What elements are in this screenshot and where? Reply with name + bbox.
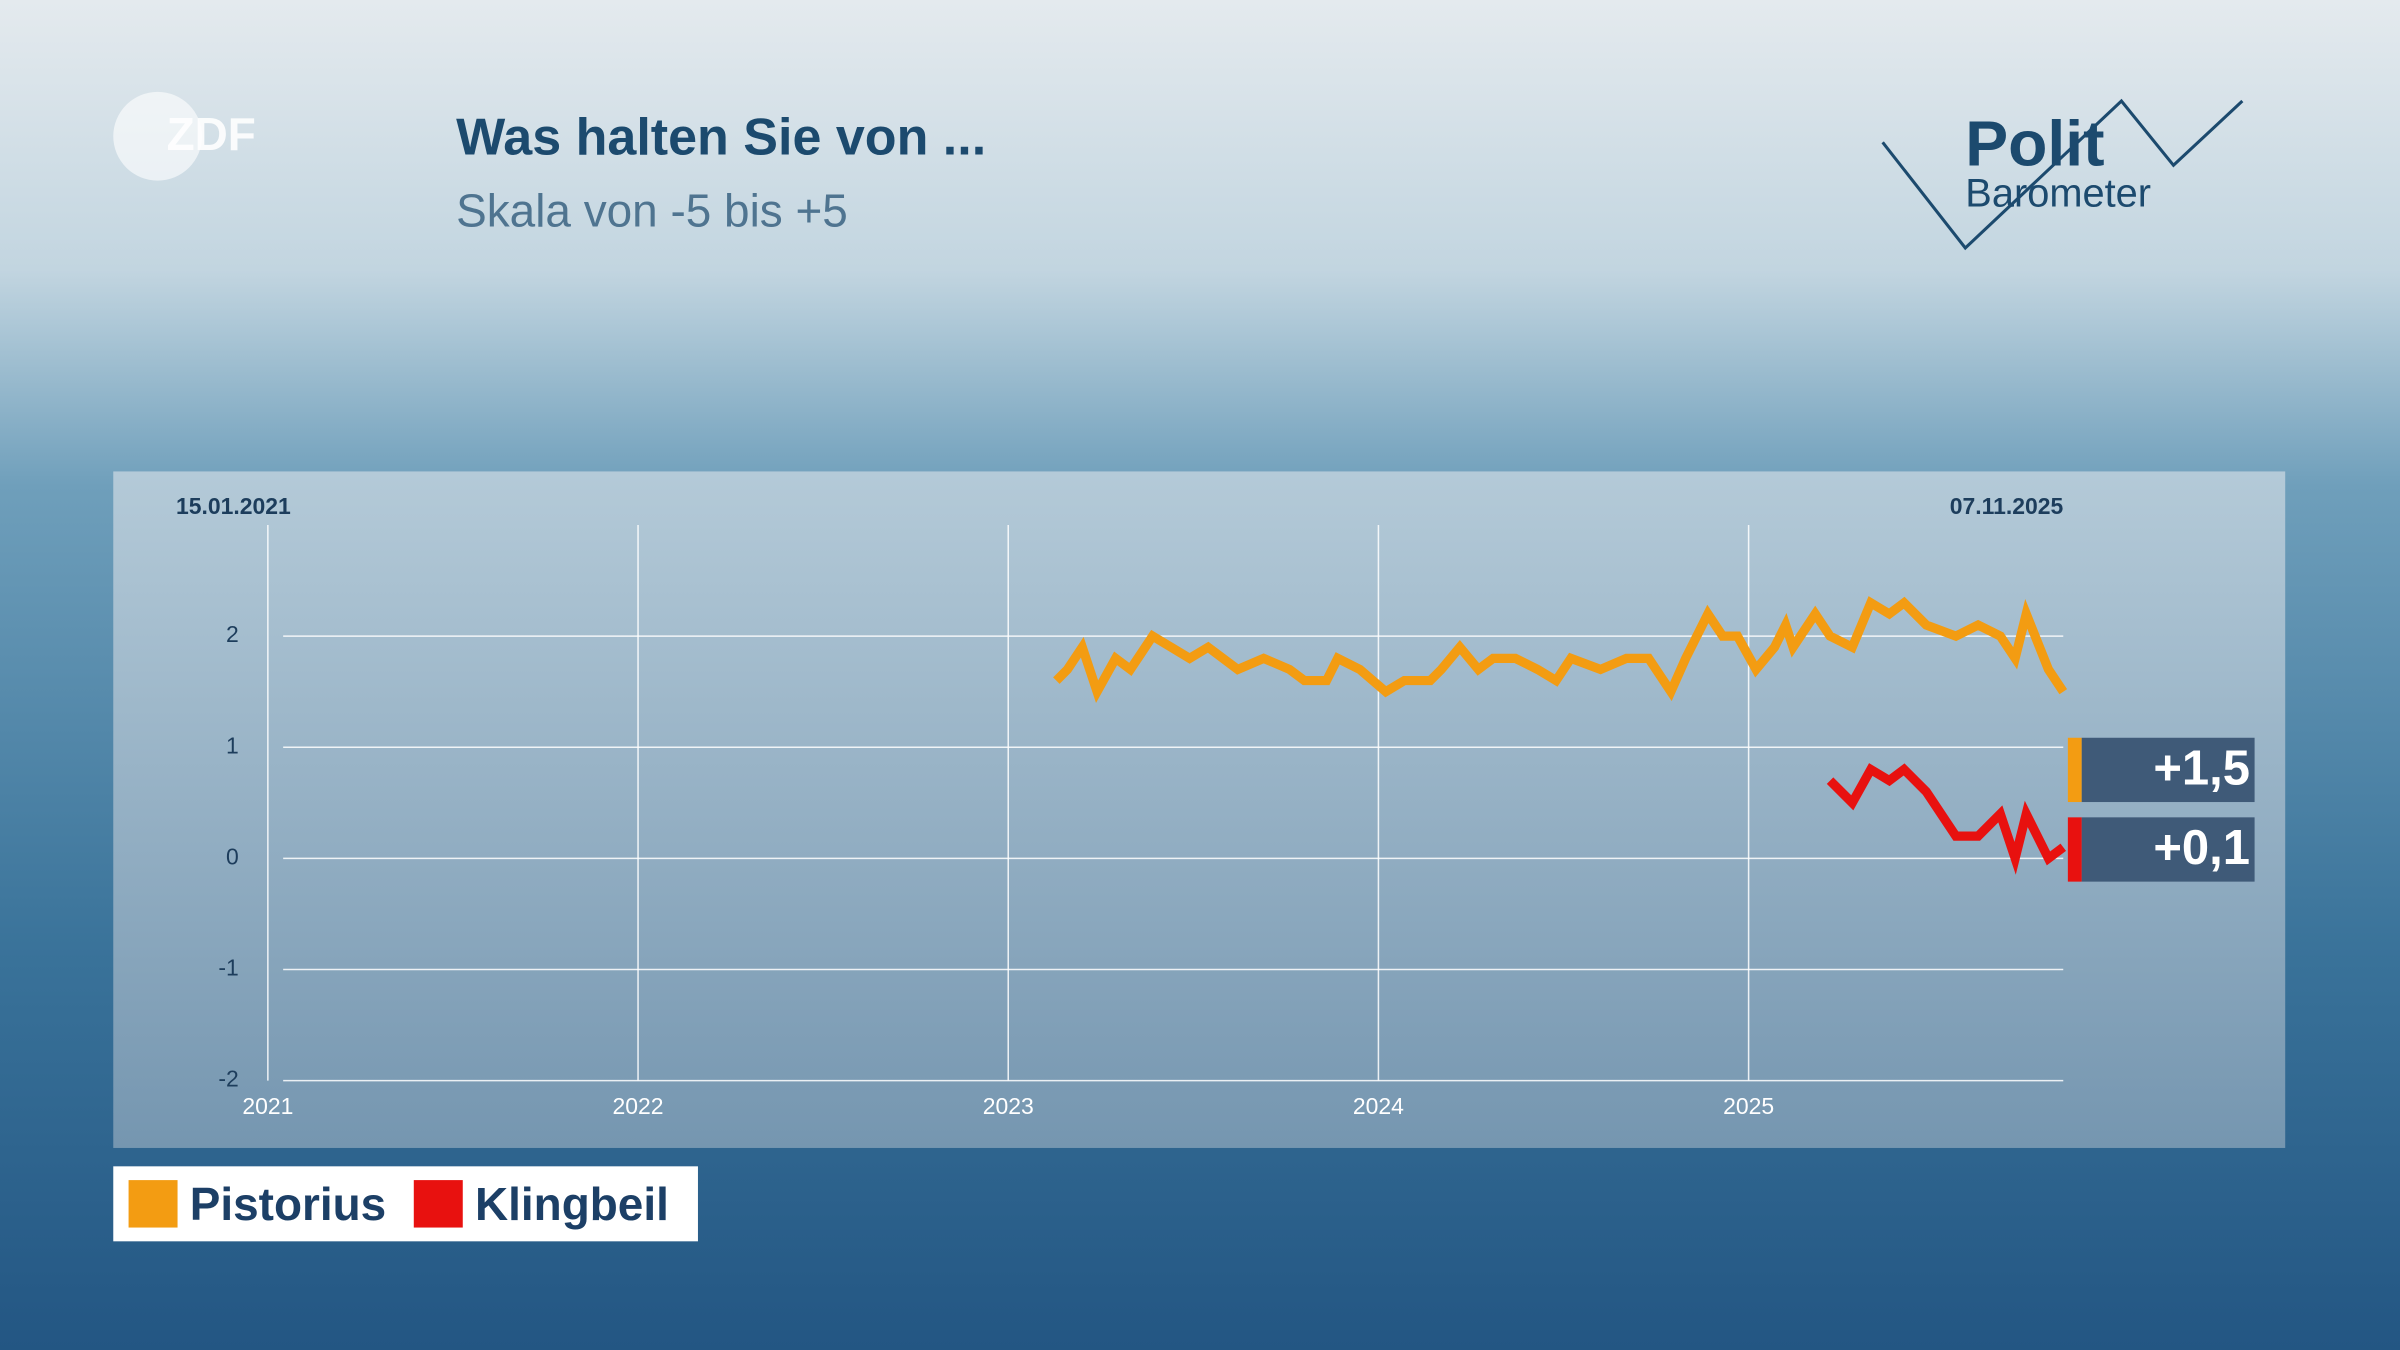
logo-circle [113, 91, 203, 181]
legend-swatch [128, 1180, 178, 1228]
x-tick-label: 2022 [613, 1093, 664, 1119]
y-tick-label: -1 [218, 955, 238, 981]
end-date: 07.11.2025 [1950, 493, 2064, 519]
end-value-label: +1,5 [2153, 741, 2250, 795]
end-label-box [2081, 737, 2255, 803]
show-logo-line [1881, 98, 2244, 251]
x-tick-label: 2025 [1723, 1093, 1774, 1119]
chart-title: Was halten Sie von ... [456, 109, 986, 167]
broadcaster-logo: ZDF [167, 108, 256, 160]
end-value-label: +0,1 [2153, 821, 2250, 875]
x-tick-label: 2024 [1353, 1093, 1404, 1119]
y-tick-label: 1 [226, 732, 239, 758]
x-tick-label: 2023 [983, 1093, 1034, 1119]
legend-label: Klingbeil [475, 1178, 669, 1230]
end-label-box [2081, 817, 2255, 882]
show-logo-top: Polit [1965, 107, 2104, 179]
legend-box [113, 1166, 698, 1242]
start-date: 15.01.2021 [176, 493, 291, 519]
y-tick-label: 2 [226, 621, 239, 647]
x-tick-label: 2021 [242, 1093, 293, 1119]
data-line [1826, 763, 2067, 875]
show-logo-bottom: Barometer [1965, 171, 2151, 215]
data-line [1053, 596, 2068, 704]
legend-label: Pistorius [190, 1178, 386, 1230]
y-tick-label: 0 [226, 843, 239, 869]
plot-panel [113, 471, 2286, 1148]
end-label-swatch [2067, 737, 2082, 803]
end-label-swatch [2067, 817, 2082, 882]
chart-subtitle: Skala von -5 bis +5 [456, 184, 848, 236]
y-tick-label: -2 [218, 1066, 238, 1092]
legend-swatch [413, 1180, 463, 1228]
